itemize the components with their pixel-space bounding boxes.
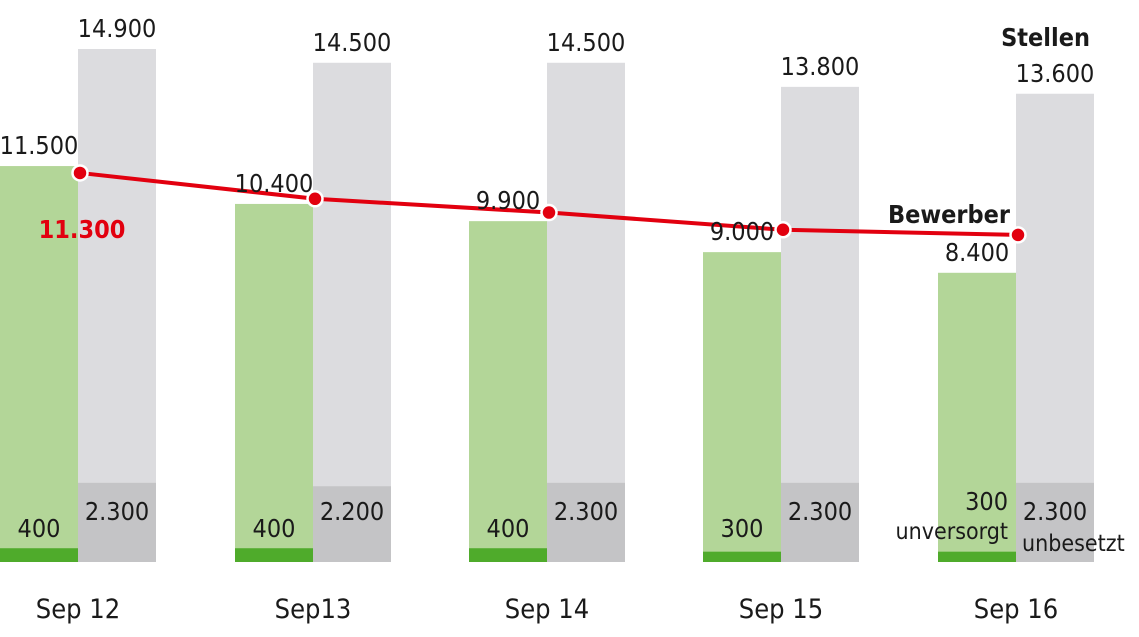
unversorgt-bar [235, 548, 313, 562]
stellen-legend-label: Stellen [1001, 23, 1090, 52]
unversorgt-bar [703, 551, 781, 562]
bewerber-bar [938, 272, 1016, 562]
unbesetzt-value-label: 2.300 [1023, 497, 1087, 526]
stellen-value-label: 13.800 [781, 52, 860, 81]
trend-point [540, 203, 558, 222]
category-label: Sep 16 [974, 594, 1058, 625]
bewerber-value-label: 9.900 [476, 186, 540, 215]
bewerber-bar [469, 221, 547, 562]
unversorgt-value-label: 400 [487, 514, 530, 543]
unbesetzt-bar [78, 482, 156, 562]
trend-point [1009, 226, 1027, 244]
unbesetzt-legend-label: unbesetzt [1022, 531, 1125, 557]
stellen-bar [78, 49, 156, 562]
unversorgt-value-label: 300 [965, 487, 1008, 516]
category-label: Sep 12 [36, 594, 120, 625]
bewerber-bar [235, 203, 313, 562]
unversorgt-bar [469, 548, 547, 562]
stellen-value-label: 14.900 [78, 14, 157, 43]
unversorgt-bar [938, 551, 1016, 562]
category-label: Sep 15 [739, 594, 823, 625]
trend-point [774, 221, 792, 239]
unbesetzt-value-label: 2.300 [85, 497, 149, 526]
stellen-bar [547, 62, 625, 562]
unbesetzt-value-label: 2.300 [788, 497, 852, 526]
bewerber-value-label: 9.000 [710, 217, 774, 246]
bewerber-legend-label: Bewerber [888, 200, 1011, 229]
unversorgt-value-label: 400 [253, 514, 296, 543]
unbesetzt-bar [313, 486, 391, 562]
unversorgt-value-label: 400 [18, 514, 61, 543]
line-layer [71, 164, 1027, 244]
labels-layer: 11.500 14.900 2.300 400 Sep 12 10.400 14.500 2.… [0, 14, 1094, 625]
unbesetzt-bar [781, 482, 859, 562]
stellen-bar [313, 62, 391, 562]
bewerber-value-label: 8.400 [945, 238, 1009, 267]
unbesetzt-value-label: 2.300 [554, 497, 618, 526]
bewerber-value-label: 10.400 [235, 169, 314, 198]
stellen-value-label: 14.500 [313, 28, 392, 57]
stellen-value-label: 13.600 [1016, 59, 1095, 88]
trend-point [71, 164, 89, 182]
unbesetzt-bar [1016, 482, 1094, 562]
unversorgt-legend-label: unversorgt [896, 519, 1009, 545]
stellen-value-label: 14.500 [547, 28, 626, 57]
trend-point [306, 190, 324, 208]
bewerber-value-label: 11.500 [0, 131, 78, 160]
line-annotation-label: 11.300 [39, 215, 126, 244]
bewerber-bar [703, 252, 781, 563]
bars-layer [0, 49, 1094, 563]
category-label: Sep13 [275, 594, 352, 625]
unbesetzt-bar [547, 482, 625, 562]
unversorgt-value-label: 300 [721, 514, 764, 543]
bewerber-bar [0, 166, 78, 562]
unversorgt-bar [0, 548, 78, 562]
category-label: Sep 14 [505, 594, 589, 625]
unbesetzt-value-label: 2.200 [320, 497, 384, 526]
